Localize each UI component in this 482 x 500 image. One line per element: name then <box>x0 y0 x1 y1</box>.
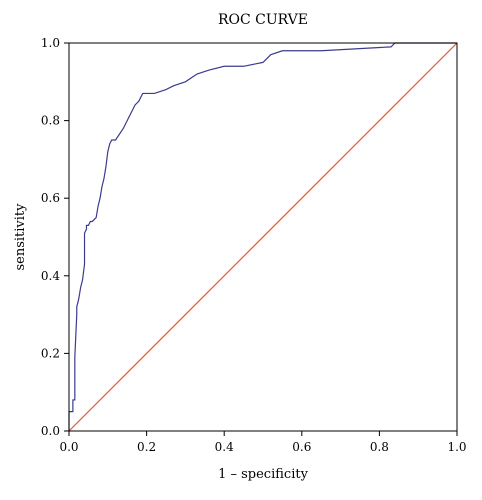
y-tick-label: 0.2 <box>41 346 60 360</box>
x-tick-label: 0.6 <box>292 440 311 454</box>
x-axis-ticks: 0.0 0.2 0.4 0.6 0.8 1.0 <box>59 431 467 454</box>
y-tick-label: 1.0 <box>41 36 60 50</box>
x-tick-label: 1.0 <box>447 440 466 454</box>
chart-title: ROC CURVE <box>218 12 308 28</box>
x-tick-label: 0.8 <box>370 440 389 454</box>
plot-area <box>68 42 458 432</box>
x-axis-label: 1 – specificity <box>218 467 308 482</box>
y-axis-label: sensitivity <box>13 203 28 271</box>
y-tick-label: 0.4 <box>41 269 60 283</box>
y-tick-label: 0.0 <box>41 424 60 438</box>
plot-frame <box>68 42 458 432</box>
y-axis-ticks: 0.0 0.2 0.4 0.6 0.8 1.0 <box>41 36 69 438</box>
y-tick-label: 0.6 <box>41 191 60 205</box>
x-tick-label: 0.4 <box>215 440 234 454</box>
x-tick-label: 0.0 <box>59 440 78 454</box>
roc-curve-line <box>68 42 457 431</box>
reference-diagonal-line <box>68 42 458 432</box>
y-tick-label: 0.8 <box>41 114 60 128</box>
x-tick-label: 0.2 <box>137 440 156 454</box>
